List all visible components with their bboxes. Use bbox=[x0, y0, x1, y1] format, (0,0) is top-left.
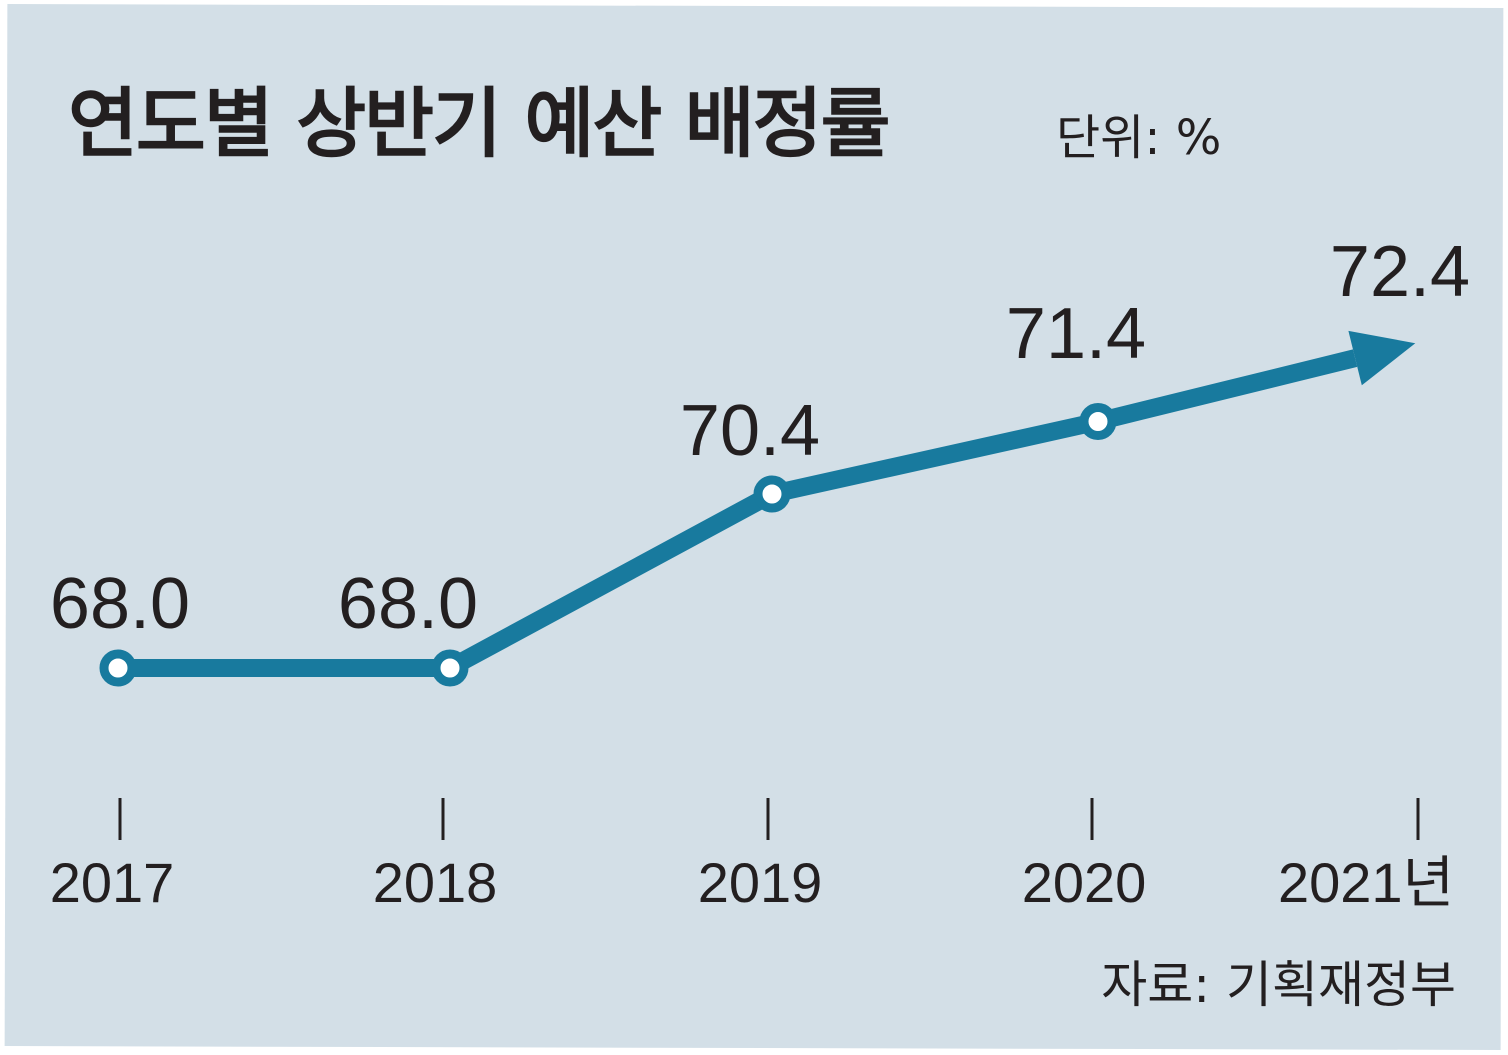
data-label-2020: 71.4 bbox=[1006, 294, 1146, 374]
x-tick-label-2021년: 2021년 bbox=[1278, 851, 1454, 914]
data-point-2019 bbox=[753, 475, 791, 513]
unit-label: 단위: % bbox=[1056, 110, 1222, 166]
data-label-2018: 68.0 bbox=[338, 564, 478, 644]
source-label: 자료: 기획재정부 bbox=[1101, 956, 1456, 1014]
data-point-2018 bbox=[431, 649, 469, 687]
chart-title: 연도별 상반기 예산 배정률 bbox=[68, 79, 890, 168]
arrow-head-marker bbox=[1348, 330, 1416, 386]
data-label-2021년: 72.4 bbox=[1330, 232, 1470, 312]
x-tick-label-2019: 2019 bbox=[698, 851, 823, 914]
data-label-2019: 70.4 bbox=[680, 391, 820, 471]
x-tick-label-2020: 2020 bbox=[1022, 851, 1147, 914]
x-tick-label-2017: 2017 bbox=[50, 851, 175, 914]
x-tick-label-2018: 2018 bbox=[373, 851, 498, 914]
data-label-2017: 68.0 bbox=[50, 564, 190, 644]
data-point-2020 bbox=[1079, 403, 1117, 440]
data-point-2017 bbox=[99, 649, 137, 687]
